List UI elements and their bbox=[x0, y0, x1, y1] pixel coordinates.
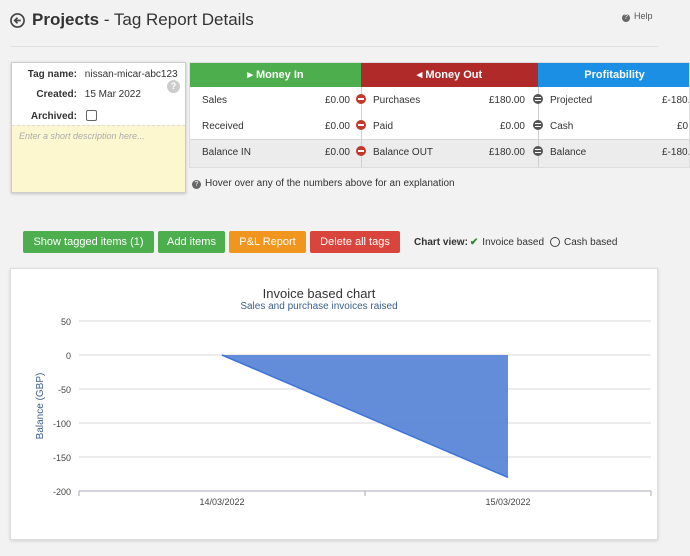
profitability-label: Projected bbox=[550, 95, 593, 106]
help-label: Help bbox=[634, 11, 653, 21]
profitability-header: Profitability bbox=[538, 63, 689, 87]
profitability-value[interactable]: £-180. bbox=[662, 95, 690, 106]
x-tick-label: 15/03/2022 bbox=[485, 497, 530, 507]
money-in-label: Sales bbox=[202, 95, 228, 106]
archived-label: Archived: bbox=[30, 111, 77, 122]
equals-icon bbox=[533, 94, 543, 104]
chart-title: Invoice based chart bbox=[263, 286, 376, 301]
chart-card: Invoice based chart Sales and purchase in… bbox=[10, 268, 658, 540]
y-tick-label: -100 bbox=[53, 419, 71, 429]
tag-details-card: Tag name: nissan-micar-abc123 Created: 1… bbox=[11, 62, 186, 193]
minus-icon bbox=[356, 146, 366, 156]
radio-icon[interactable] bbox=[550, 237, 561, 247]
tag-name-row: Tag name: nissan-micar-abc123 bbox=[12, 69, 178, 80]
y-tick-label: 0 bbox=[66, 351, 71, 361]
money-out-value[interactable]: £0.00 bbox=[499, 121, 525, 132]
money-in-label: Received bbox=[202, 121, 244, 132]
title-section: Projects bbox=[32, 10, 100, 29]
balance-row-band bbox=[190, 139, 689, 167]
equals-icon bbox=[533, 120, 543, 130]
profitability-label: Cash bbox=[550, 121, 574, 132]
show-tagged-items-button[interactable]: Show tagged items (1) bbox=[23, 231, 154, 253]
description-field[interactable]: Enter a short description here... bbox=[12, 125, 185, 192]
chart-view-label: Chart view: bbox=[414, 237, 468, 248]
y-tick-label: -150 bbox=[53, 453, 71, 463]
y-axis-label: Balance (GBP) bbox=[35, 373, 46, 440]
money-out-title: Money Out bbox=[425, 69, 483, 81]
hover-note: ? Hover over any of the numbers above for… bbox=[192, 178, 455, 189]
add-items-button[interactable]: Add items bbox=[158, 231, 225, 253]
y-tick-label: -200 bbox=[53, 487, 71, 497]
series-line bbox=[221, 354, 509, 479]
money-in-label: Balance IN bbox=[202, 147, 251, 158]
money-out-value[interactable]: £180.00 bbox=[488, 147, 525, 158]
profitability-title: Profitability bbox=[584, 69, 645, 81]
minus-icon bbox=[356, 94, 366, 104]
y-tick-label: -50 bbox=[58, 385, 71, 395]
chart-view-option-cash[interactable]: Cash based bbox=[564, 237, 618, 248]
y-tick-label: 50 bbox=[61, 317, 71, 327]
profitability-label: Balance bbox=[550, 147, 587, 158]
delete-all-tags-button[interactable]: Delete all tags bbox=[310, 231, 400, 253]
hover-note-text: Hover over any of the numbers above for … bbox=[205, 178, 455, 189]
money-summary-table: ▸ Money In ◂ Money Out Profitability Sal… bbox=[189, 62, 690, 168]
chart-view-toggle: Chart view: ✔ Invoice based Cash based bbox=[414, 237, 617, 248]
help-link[interactable]: ? Help bbox=[622, 11, 653, 22]
page-header: Projects - Tag Report Details ? Help bbox=[10, 10, 690, 36]
question-icon[interactable]: ? bbox=[167, 80, 180, 93]
archived-checkbox[interactable] bbox=[85, 110, 97, 121]
money-in-value[interactable]: £0.00 bbox=[324, 95, 350, 106]
title-subtitle: - Tag Report Details bbox=[99, 10, 254, 29]
help-icon: ? bbox=[622, 14, 630, 22]
money-in-title: Money In bbox=[255, 69, 304, 81]
money-out-header: ◂ Money Out bbox=[361, 63, 538, 87]
check-icon[interactable]: ✔ bbox=[469, 237, 479, 248]
created-value: 15 Mar 2022 bbox=[84, 89, 141, 100]
tag-name-value: nissan-micar-abc123 bbox=[84, 69, 178, 80]
money-out-label: Paid bbox=[373, 121, 394, 132]
x-tick-label: 14/03/2022 bbox=[199, 497, 244, 507]
info-icon: ? bbox=[192, 180, 201, 189]
profitability-value[interactable]: £0. bbox=[677, 121, 690, 132]
money-out-label: Purchases bbox=[373, 95, 421, 106]
money-out-value[interactable]: £180.00 bbox=[488, 95, 525, 106]
money-out-label: Balance OUT bbox=[373, 147, 434, 158]
money-in-header: ▸ Money In bbox=[190, 63, 361, 87]
chart-subtitle: Sales and purchase invoices raised bbox=[240, 301, 397, 312]
money-in-value[interactable]: £0.00 bbox=[324, 147, 350, 158]
header-divider bbox=[10, 46, 658, 47]
description-placeholder: Enter a short description here... bbox=[19, 131, 145, 141]
tag-name-label: Tag name: bbox=[27, 69, 77, 80]
chart-view-option-invoice[interactable]: Invoice based bbox=[482, 237, 545, 248]
created-label: Created: bbox=[36, 89, 77, 100]
pl-report-button[interactable]: P&L Report bbox=[229, 231, 306, 253]
page-title: Projects - Tag Report Details bbox=[32, 10, 254, 30]
created-row: Created: 15 Mar 2022 bbox=[12, 89, 141, 100]
archived-row: Archived: bbox=[12, 110, 97, 122]
equals-icon bbox=[533, 146, 543, 156]
profitability-value[interactable]: £-180. bbox=[662, 147, 690, 158]
back-arrow-icon[interactable] bbox=[10, 13, 25, 28]
money-in-value[interactable]: £0.00 bbox=[324, 121, 350, 132]
minus-icon bbox=[356, 120, 366, 130]
